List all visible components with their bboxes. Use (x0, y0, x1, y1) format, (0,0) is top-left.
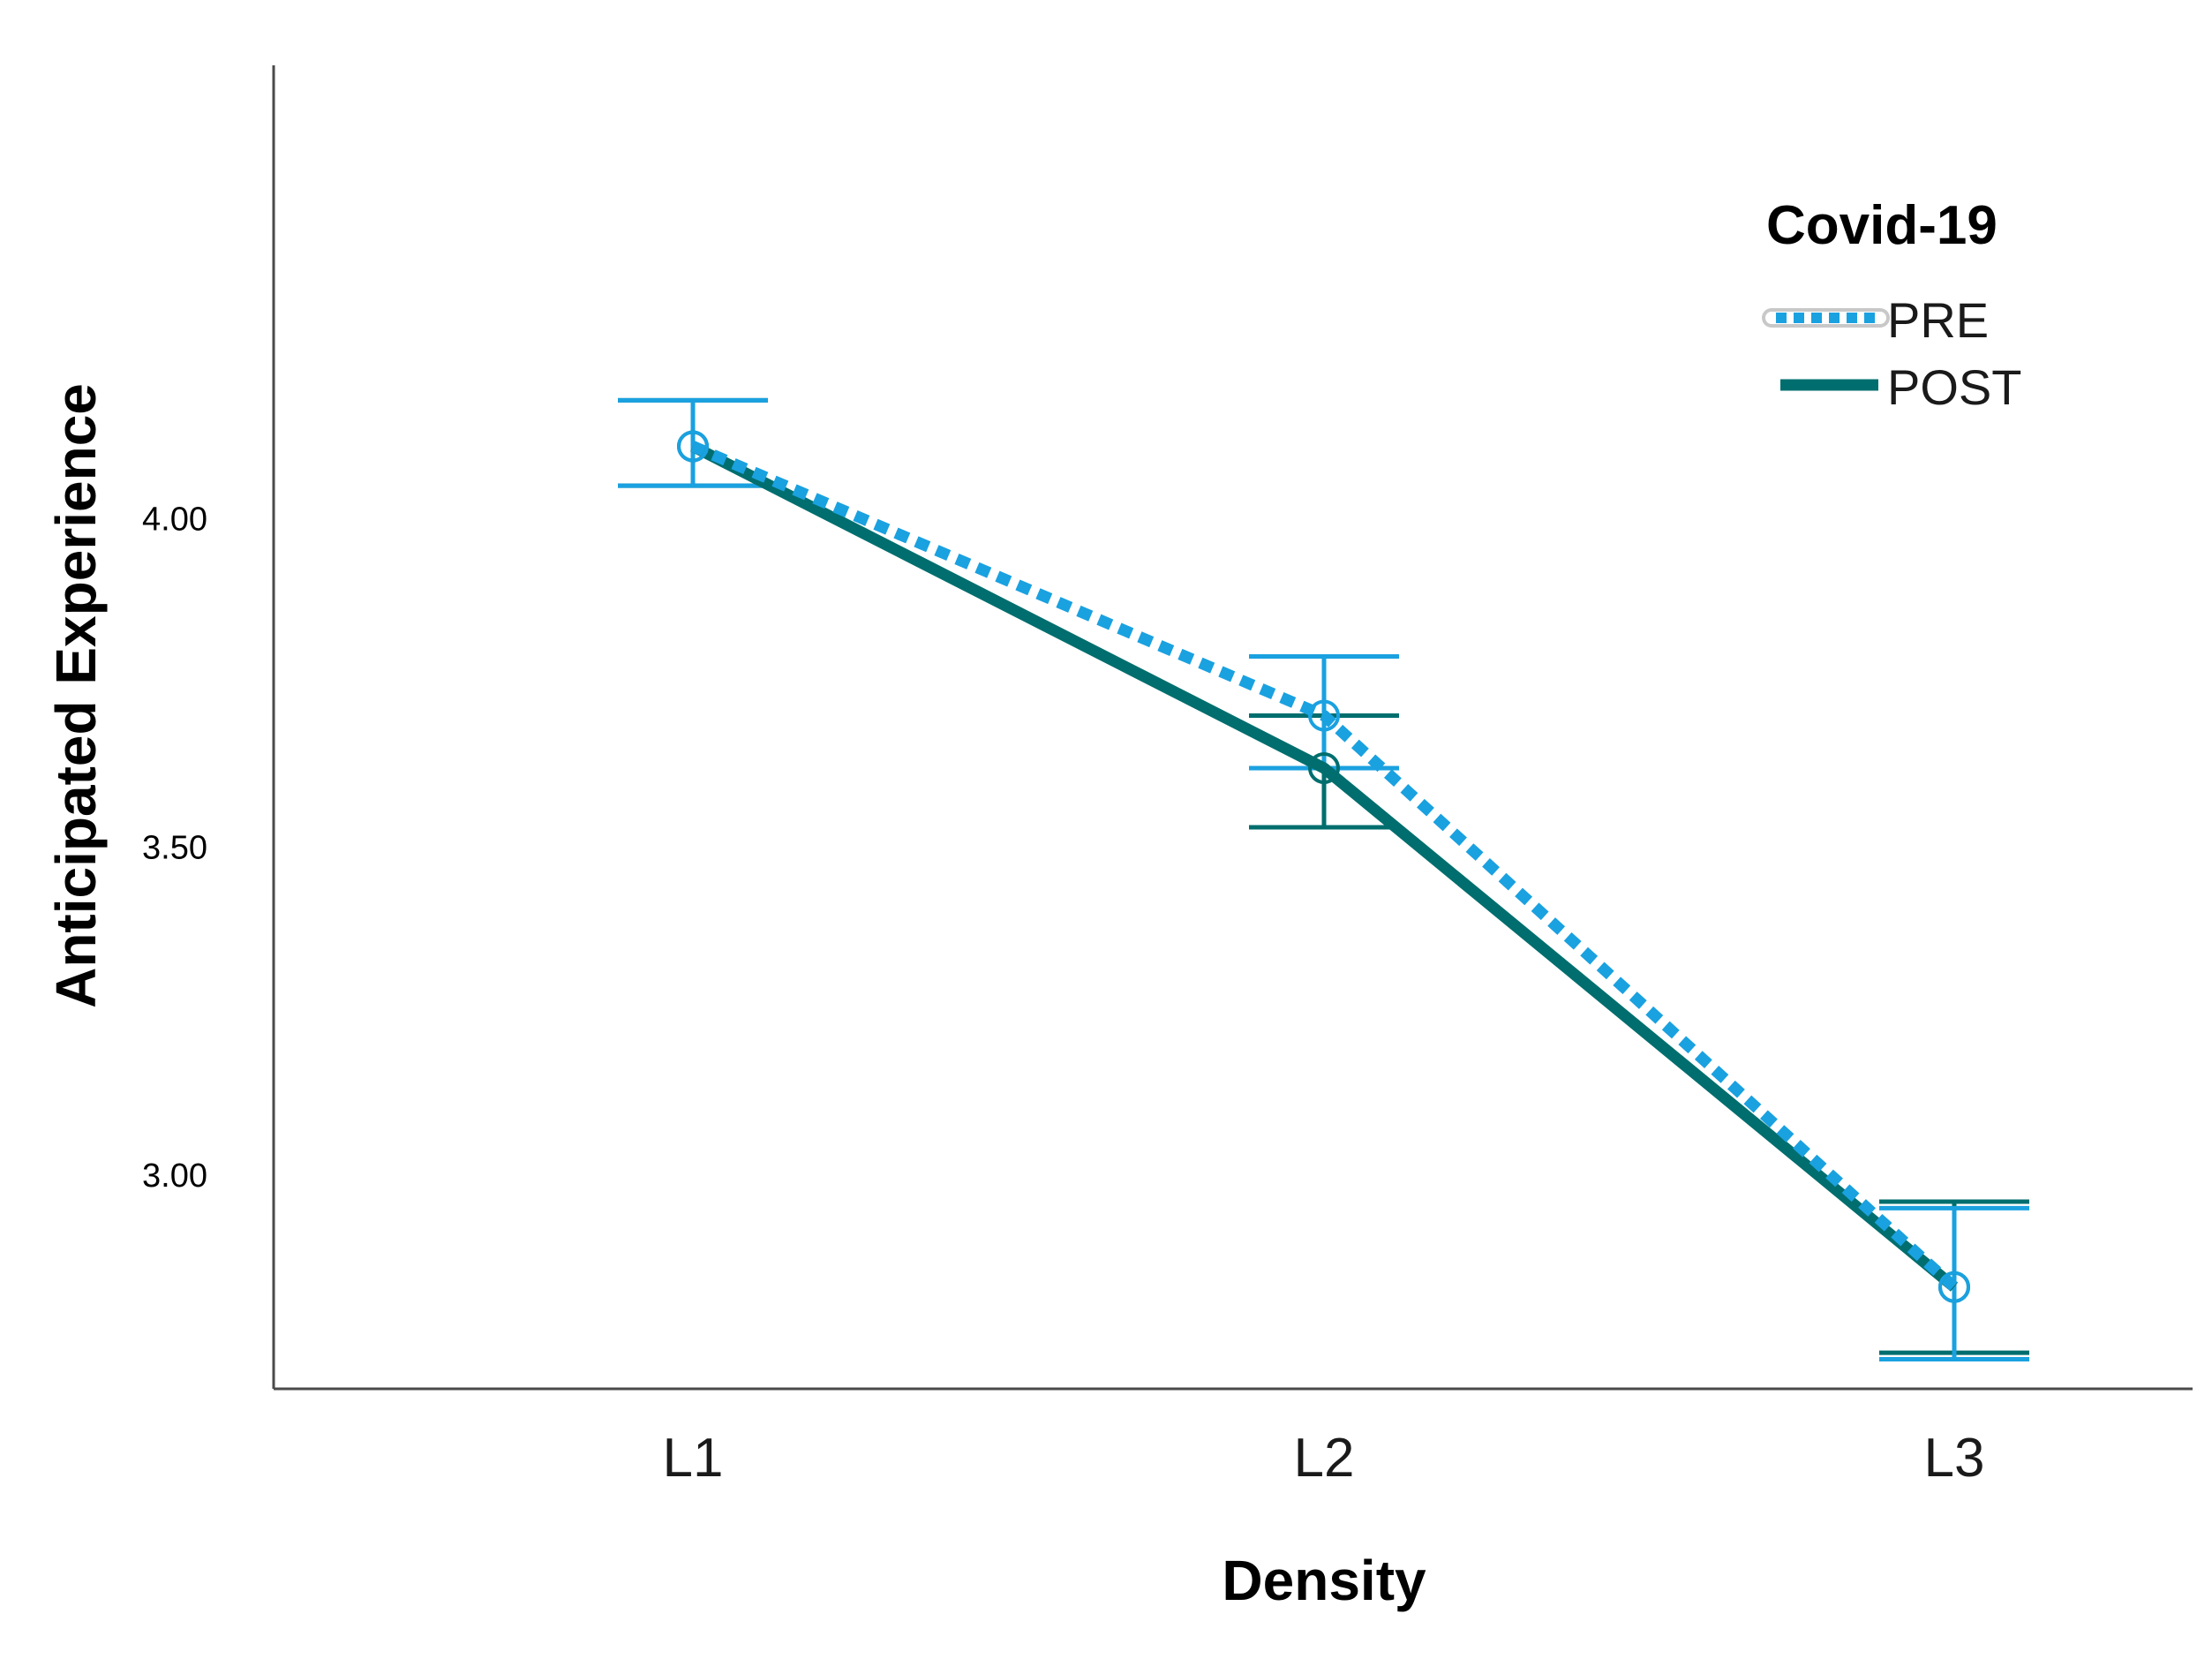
x-tick-labels: L1 L2 L3 (663, 1428, 1985, 1489)
data-point-pre-l1 (677, 430, 709, 463)
data-point-pre-l3 (1938, 1271, 1970, 1303)
x-tick-label-l2: L2 (1294, 1428, 1355, 1489)
y-axis-title: Anticipated Experience (44, 383, 108, 1008)
data-point-pre-l2 (1308, 699, 1340, 732)
y-tick-label-2: 4.00 (142, 501, 207, 538)
x-tick-label-l1: L1 (663, 1428, 724, 1489)
y-tick-label-0: 3.00 (142, 1158, 207, 1195)
y-tick-label-1: 3.50 (142, 829, 207, 866)
error-bars (618, 397, 2029, 1362)
legend-title: Covid-19 (1766, 195, 1998, 256)
x-axis-title: Density (1222, 1549, 1426, 1612)
y-tick-labels: 3.00 3.50 4.00 (142, 501, 207, 1195)
x-tick-label-l3: L3 (1924, 1428, 1985, 1489)
legend-label-pre: PRE (1887, 292, 1989, 348)
legend: Covid-19 PRE POST (1762, 195, 2021, 415)
series-line-pre (690, 441, 1959, 1292)
series-markers (677, 430, 1970, 1303)
data-point-post-l2 (1308, 751, 1340, 784)
series-lines (690, 441, 1959, 1292)
legend-label-post: POST (1887, 359, 2021, 415)
chart-axes (272, 65, 2193, 1391)
series-line-post (690, 441, 1959, 1292)
